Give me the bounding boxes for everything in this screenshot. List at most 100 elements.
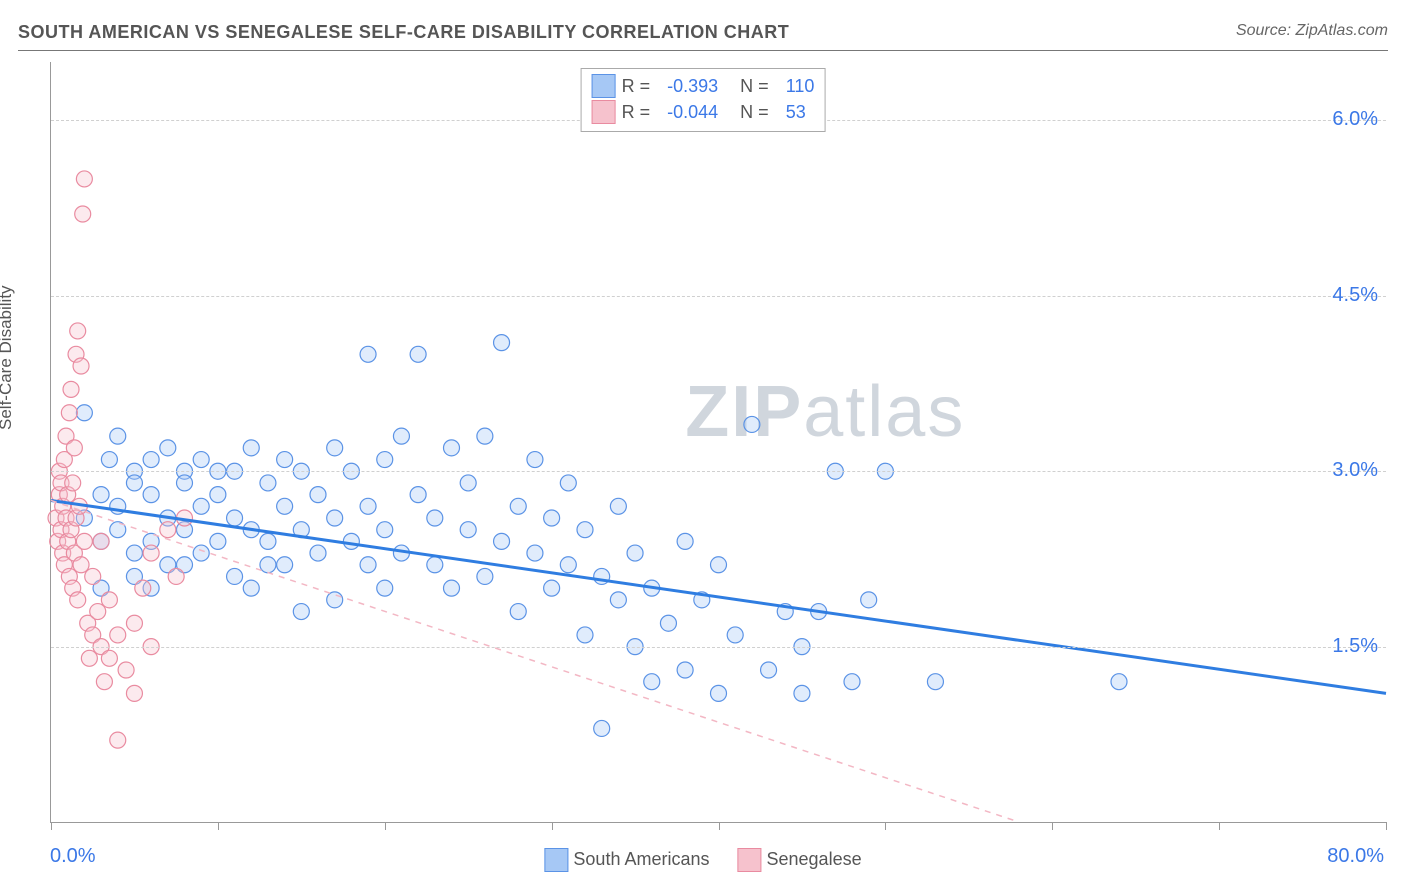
data-point [444, 440, 460, 456]
n-value: 110 [786, 73, 815, 99]
data-point [210, 487, 226, 503]
r-label: R = [622, 99, 651, 125]
swatch-icon [544, 848, 568, 872]
data-point [126, 545, 142, 561]
legend-label: Senegalese [767, 849, 862, 869]
data-point [193, 498, 209, 514]
data-point [510, 498, 526, 514]
data-point [494, 335, 510, 351]
data-point [677, 662, 693, 678]
data-point [143, 452, 159, 468]
data-point [96, 674, 112, 690]
x-max-label: 80.0% [1327, 845, 1384, 868]
n-label: N = [740, 99, 769, 125]
data-point [76, 171, 92, 187]
data-point [70, 323, 86, 339]
data-point [90, 604, 106, 620]
data-point [527, 545, 543, 561]
data-point [360, 557, 376, 573]
data-point [277, 452, 293, 468]
data-point [277, 498, 293, 514]
data-point [577, 627, 593, 643]
data-point [73, 557, 89, 573]
n-value: 53 [786, 99, 806, 125]
data-point [477, 428, 493, 444]
data-point [594, 720, 610, 736]
data-point [310, 487, 326, 503]
data-point [85, 568, 101, 584]
data-point [63, 381, 79, 397]
data-point [310, 545, 326, 561]
data-point [360, 346, 376, 362]
correlation-legend: R = -0.393 N = 110 R = -0.044 N = 53 [581, 68, 826, 132]
data-point [160, 522, 176, 538]
data-point [193, 545, 209, 561]
data-point [677, 533, 693, 549]
data-point [70, 592, 86, 608]
data-point [193, 452, 209, 468]
data-point [711, 557, 727, 573]
data-point [135, 580, 151, 596]
data-point [327, 510, 343, 526]
legend-row: R = -0.393 N = 110 [592, 73, 815, 99]
r-label: R = [622, 73, 651, 99]
y-tick-label: 4.5% [1332, 284, 1378, 307]
data-point [410, 487, 426, 503]
data-point [360, 498, 376, 514]
swatch-icon [592, 100, 616, 124]
data-point [260, 557, 276, 573]
r-value: -0.044 [667, 99, 718, 125]
data-point [126, 685, 142, 701]
data-point [494, 533, 510, 549]
data-point [444, 580, 460, 596]
y-axis-title: Self-Care Disability [0, 285, 16, 430]
series-legend: South Americans Senegalese [544, 848, 861, 872]
data-point [761, 662, 777, 678]
legend-row: R = -0.044 N = 53 [592, 99, 815, 125]
data-point [477, 568, 493, 584]
x-min-label: 0.0% [50, 845, 96, 868]
swatch-icon [592, 74, 616, 98]
data-point [277, 557, 293, 573]
data-point [610, 498, 626, 514]
y-tick-label: 6.0% [1332, 108, 1378, 131]
data-point [577, 522, 593, 538]
data-point [227, 510, 243, 526]
swatch-icon [737, 848, 761, 872]
data-point [101, 592, 117, 608]
legend-item: Senegalese [737, 848, 861, 872]
data-point [101, 650, 117, 666]
data-point [66, 440, 82, 456]
data-point [61, 405, 77, 421]
data-point [377, 522, 393, 538]
y-tick-label: 3.0% [1332, 459, 1378, 482]
data-point [744, 416, 760, 432]
data-point [343, 533, 359, 549]
data-point [143, 545, 159, 561]
data-point [544, 510, 560, 526]
data-point [560, 557, 576, 573]
data-point [510, 604, 526, 620]
data-point [644, 674, 660, 690]
data-point [76, 405, 92, 421]
data-point [660, 615, 676, 631]
data-point [227, 568, 243, 584]
data-point [168, 568, 184, 584]
n-label: N = [740, 73, 769, 99]
data-point [410, 346, 426, 362]
data-point [81, 650, 97, 666]
data-point [460, 522, 476, 538]
data-point [794, 685, 810, 701]
data-point [327, 592, 343, 608]
data-point [377, 452, 393, 468]
data-point [260, 475, 276, 491]
data-point [560, 475, 576, 491]
data-point [427, 510, 443, 526]
data-point [110, 627, 126, 643]
scatter-plot: ZIPatlas 1.5%3.0%4.5%6.0% [50, 62, 1386, 823]
data-point [76, 533, 92, 549]
data-point [327, 440, 343, 456]
data-point [260, 533, 276, 549]
data-point [393, 428, 409, 444]
data-point [293, 604, 309, 620]
